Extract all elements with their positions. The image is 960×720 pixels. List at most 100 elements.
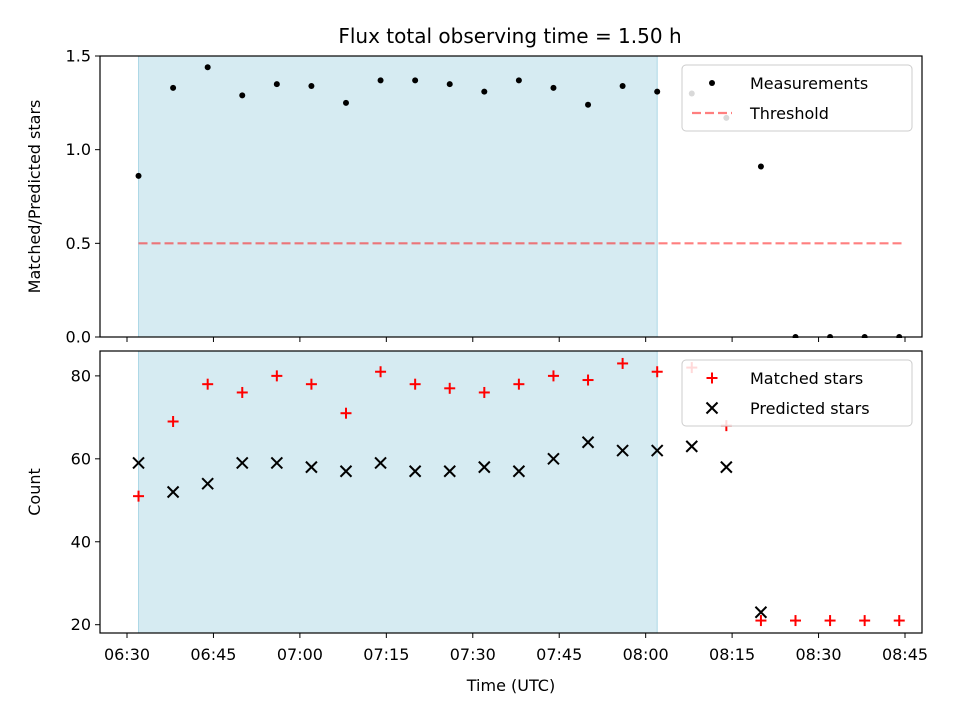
observing-interval-shade — [138, 55, 658, 338]
legend-marker-matched — [706, 372, 718, 384]
measurement-point — [412, 77, 419, 84]
measurement-point — [135, 172, 142, 179]
predicted-stars-point — [581, 436, 595, 449]
x-tick-label: 06:30 — [104, 645, 150, 664]
matched-stars-point — [755, 615, 767, 627]
measurement-point — [273, 81, 280, 88]
matched-stars-point — [167, 416, 179, 427]
x-tick-label: 07:30 — [450, 645, 496, 664]
matched-stars-point — [133, 490, 145, 502]
legend-label: Measurements — [750, 74, 868, 93]
bottom-panel: 20 40 60 80 06:30 06:45 07:00 07:15 07:30 07:45 08… — [25, 350, 939, 695]
legend: Measurements Threshold — [681, 64, 913, 132]
measurement-point — [654, 88, 661, 95]
measurement-point — [342, 99, 349, 106]
predicted-stars-point — [478, 460, 491, 474]
y-axis-label: Matched/Predicted stars — [25, 100, 44, 294]
predicted-stars-point — [408, 465, 422, 478]
y-tick-label: 0.5 — [66, 234, 91, 253]
measurement-point — [515, 77, 522, 84]
measurement-point — [931, 334, 937, 340]
predicted-stars-point — [339, 465, 353, 478]
x-tick-label: 08:30 — [796, 645, 842, 664]
legend-label: Matched stars — [750, 369, 863, 388]
measurement-point — [446, 81, 453, 88]
predicted-stars-point — [685, 440, 698, 453]
x-tick-label: 07:15 — [363, 645, 409, 664]
measurement-point — [204, 64, 211, 71]
x-tick-label: 08:15 — [709, 645, 755, 664]
legend-marker-predicted — [705, 401, 719, 415]
x-tick-label: 08:45 — [882, 645, 928, 664]
measurement-point — [481, 88, 488, 95]
x-tick-label: 07:45 — [536, 645, 582, 664]
y-axis-label: Count — [25, 468, 44, 516]
matched-stars-point — [617, 357, 629, 369]
predicted-stars-point — [720, 460, 733, 474]
y-tick-label: 60 — [71, 449, 91, 468]
measurement-point — [377, 77, 384, 84]
predicted-stars-point — [754, 606, 768, 619]
legend-label: Predicted stars — [750, 399, 870, 418]
predicted-stars-point — [374, 456, 387, 470]
y-tick-label: 80 — [71, 366, 91, 385]
predicted-stars-point — [305, 460, 318, 474]
axes-frame — [99, 350, 923, 634]
predicted-stars-point — [512, 465, 526, 478]
matched-stars-point — [651, 366, 663, 378]
top-panel: 0.0 0.5 1.0 1.5 Matched/Predicted stars Measu… — [25, 47, 937, 347]
matched-stars-point — [305, 378, 317, 390]
measurement-point — [585, 101, 592, 108]
predicted-stars-point — [236, 456, 249, 470]
matched-stars-point — [547, 370, 559, 382]
measurement-point — [170, 84, 177, 91]
measurement-point — [239, 92, 246, 99]
x-tick-label: 08:00 — [623, 645, 669, 664]
predicted-stars-point — [270, 456, 284, 470]
matched-stars-point — [202, 378, 214, 390]
matched-stars-point — [582, 374, 594, 386]
predicted-stars-point — [132, 456, 145, 470]
legend-marker-measurements — [709, 80, 715, 86]
observing-interval-shade — [138, 350, 658, 634]
measurement-point — [619, 82, 626, 89]
matched-stars-point — [893, 615, 905, 627]
matched-stars-point — [409, 378, 421, 390]
measurement-point — [550, 84, 557, 91]
matched-stars-point — [271, 370, 283, 382]
legend-box — [681, 64, 913, 132]
plot-area — [132, 357, 939, 627]
y-tick-label: 20 — [71, 615, 91, 634]
matched-stars-point — [790, 615, 802, 627]
axes-frame — [99, 55, 923, 338]
predicted-stars-point — [166, 485, 180, 499]
matched-stars-point — [478, 386, 490, 398]
chart-title: Flux total observing time = 1.50 h — [338, 24, 681, 48]
x-tick-label: 06:45 — [190, 645, 236, 664]
predicted-stars-point — [650, 444, 664, 457]
legend-box — [681, 359, 913, 427]
predicted-stars-point — [201, 477, 214, 490]
x-axis-label: Time (UTC) — [466, 676, 555, 695]
y-tick-label: 0.0 — [66, 328, 91, 347]
y-tick-label: 1.0 — [66, 140, 91, 159]
matched-stars-point — [340, 407, 352, 419]
matched-stars-point — [928, 615, 939, 626]
predicted-stars-point — [443, 465, 456, 478]
measurement-point — [757, 163, 764, 170]
matched-stars-point — [375, 366, 387, 378]
legend-label: Threshold — [749, 104, 829, 123]
matched-stars-point — [513, 378, 525, 390]
matched-stars-point — [444, 382, 456, 394]
matched-stars-point — [859, 615, 871, 627]
matched-stars-point — [236, 386, 248, 398]
y-tick-label: 1.5 — [66, 47, 91, 66]
matched-stars-point — [824, 615, 836, 627]
x-tick-label: 07:00 — [277, 645, 323, 664]
measurement-point — [308, 82, 315, 89]
predicted-stars-point — [547, 452, 560, 466]
legend: Matched stars Predicted stars — [681, 359, 913, 427]
predicted-stars-point — [616, 444, 629, 457]
y-tick-label: 40 — [71, 532, 91, 551]
